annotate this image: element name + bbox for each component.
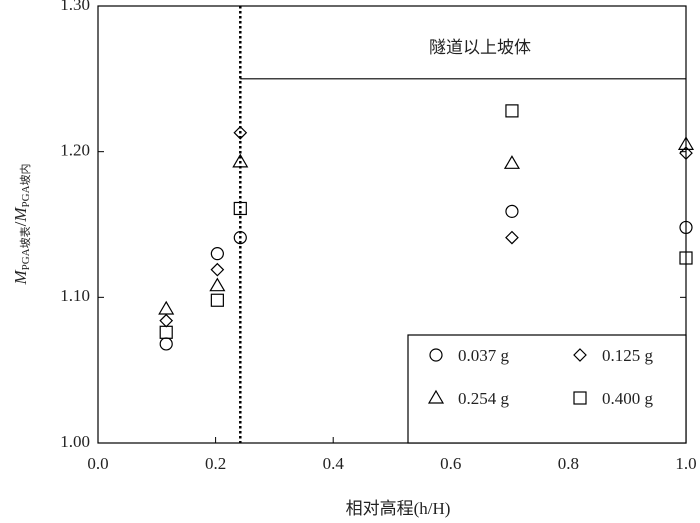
marker [429,348,443,362]
marker [159,325,173,339]
y-label-part: PGA坡表 [18,226,32,270]
legend-label: 0.400 g [602,389,654,408]
marker [503,155,520,169]
y-tick-label: 1.10 [60,286,90,305]
marker [159,337,173,351]
marker [573,348,587,362]
y-tick-label: 1.20 [60,141,90,160]
marker [505,204,519,218]
y-axis-label: MPGA坡表/MPGA坡内 [11,163,32,285]
marker [233,231,247,245]
plot-frame [97,5,687,444]
marker [210,247,224,261]
y-label-part: M [11,270,30,286]
legend-box [407,334,687,444]
marker [679,220,693,235]
legend-label: 0.037 g [458,346,510,365]
marker [209,277,226,292]
x-tick-label: 0.2 [205,454,226,473]
y-label-part: PGA坡内 [18,163,32,207]
marker [158,300,175,315]
marker [233,125,248,140]
marker [159,313,174,328]
y-label-part: M [11,207,30,223]
x-tick-label: 0.4 [323,454,345,473]
marker [233,201,247,216]
legend-label: 0.254 g [458,389,510,408]
x-tick-label: 1.0 [675,454,696,473]
y-label-part: / [11,221,30,226]
legend-label: 0.125 g [602,346,654,365]
marker [210,262,225,277]
y-tick-label: 1.00 [60,432,90,451]
x-axis-label: 相对高程(h/H) [346,499,451,518]
marker [505,104,519,118]
marker [573,391,587,405]
annotation: 隧道以上坡体 [429,38,531,57]
marker [679,251,693,265]
marker [210,293,224,307]
y-tick-label: 1.30 [60,0,90,14]
x-tick-label: 0.0 [87,454,108,473]
marker [427,389,445,404]
marker [505,230,519,245]
marker [677,136,695,150]
x-tick-label: 0.8 [558,454,579,473]
x-tick-label: 0.6 [440,454,461,473]
marker [679,146,693,160]
marker [232,153,249,168]
